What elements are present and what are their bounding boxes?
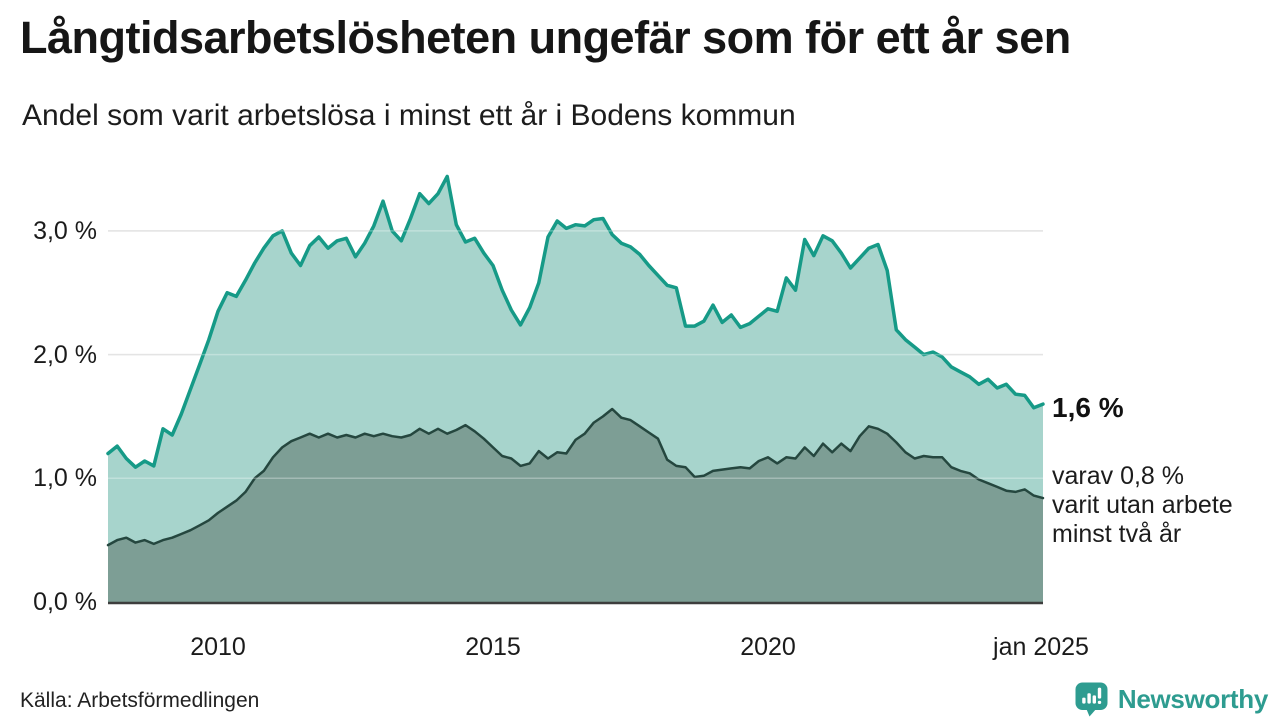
- x-axis-tick-2015: 2015: [465, 633, 521, 661]
- breakdown-annotation: varav 0,8 % varit utan arbete minst två …: [1052, 462, 1233, 548]
- newsworthy-logo-icon: [1075, 682, 1108, 717]
- chart-subtitle: Andel som varit arbetslösa i minst ett å…: [22, 99, 796, 132]
- y-axis-tick-3: 3,0 %: [33, 217, 97, 245]
- x-axis-tick-2020: 2020: [740, 633, 796, 661]
- source-label: Källa: Arbetsförmedlingen: [20, 689, 260, 712]
- y-axis-tick-1: 1,0 %: [33, 464, 97, 492]
- y-axis-tick-0: 0,0 %: [33, 588, 97, 616]
- x-axis-tick-jan-2025: jan 2025: [993, 633, 1089, 661]
- latest-value-annotation: 1,6 %: [1052, 392, 1124, 423]
- newsworthy-logo: Newsworthy: [1075, 682, 1268, 717]
- x-axis-tick-2010: 2010: [190, 633, 246, 661]
- chart-title: Långtidsarbetslösheten ungefär som för e…: [20, 12, 1071, 63]
- newsworthy-logo-text: Newsworthy: [1117, 684, 1268, 714]
- area-0-8: [108, 409, 1043, 602]
- y-axis-tick-2: 2,0 %: [33, 341, 97, 369]
